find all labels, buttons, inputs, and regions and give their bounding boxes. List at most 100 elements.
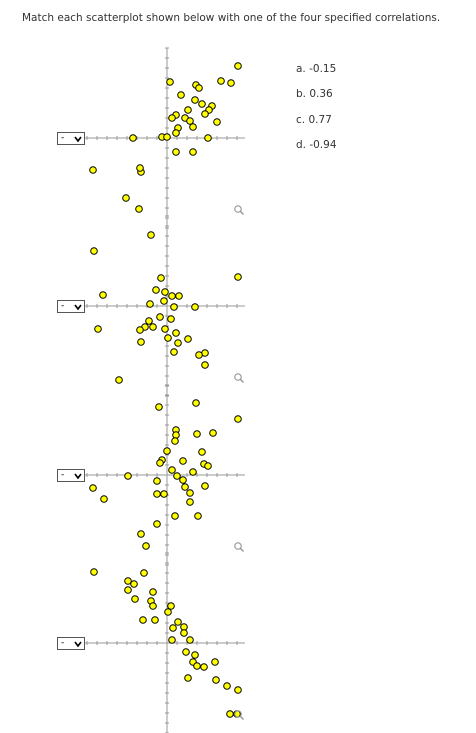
scatter-point: [156, 459, 164, 467]
dropdown-arrow: [74, 304, 82, 311]
scatter-point: [212, 676, 220, 684]
scatter-point: [191, 651, 199, 659]
scatter-point: [201, 361, 209, 369]
scatter-point: [213, 118, 221, 126]
scatter-point: [191, 303, 199, 311]
scatter-point: [161, 288, 169, 296]
scatter-point: [136, 326, 144, 334]
scatter-point: [115, 376, 123, 384]
scatter-point: [168, 466, 176, 474]
scatter-point: [129, 134, 137, 142]
scatter-point: [140, 569, 148, 577]
scatter-point: [153, 477, 161, 485]
scatter-point: [153, 490, 161, 498]
correlation-dropdown[interactable]: -: [57, 469, 85, 482]
scatter-point: [169, 624, 177, 632]
scatter-point: [189, 148, 197, 156]
scatter-point: [90, 568, 98, 576]
scatter-point: [147, 231, 155, 239]
scatter-point: [194, 512, 202, 520]
scatter-point: [172, 431, 180, 439]
zoom-handle: [239, 547, 245, 553]
scatter-point: [181, 483, 189, 491]
zoom-lens: [234, 542, 242, 550]
dropdown-arrow: [74, 473, 82, 480]
zoom-icon[interactable]: [234, 542, 245, 553]
scatter-point: [174, 339, 182, 347]
scatter-point: [124, 472, 132, 480]
scatter-point: [170, 303, 178, 311]
scatter-point: [223, 682, 231, 690]
correlation-option: a. -0.15: [296, 63, 337, 75]
correlation-dropdown[interactable]: -: [57, 637, 85, 650]
scatter-point: [168, 292, 176, 300]
scatter-point: [163, 133, 171, 141]
correlation-dropdown[interactable]: -: [57, 132, 85, 145]
scatter-point: [122, 194, 130, 202]
scatter-point: [90, 247, 98, 255]
scatter-point: [209, 429, 217, 437]
scatter-point: [167, 602, 175, 610]
dropdown-value: -: [61, 470, 65, 480]
scatter-point: [186, 117, 194, 125]
scatter-point: [137, 530, 145, 538]
scatter-point: [89, 166, 97, 174]
instruction: Match each scatterplot shown below with …: [22, 12, 441, 24]
scatter-point: [186, 498, 194, 506]
dropdown-value: -: [61, 638, 65, 648]
scatter-point: [152, 286, 160, 294]
scatter-point: [193, 662, 201, 670]
scatter-point: [130, 580, 138, 588]
scatter-point: [179, 457, 187, 465]
zoom-handle: [239, 210, 245, 216]
dropdown-arrow: [74, 136, 82, 143]
scatter-point: [131, 595, 139, 603]
scatter-point: [184, 674, 192, 682]
scatter-point: [142, 542, 150, 550]
scatter-point: [164, 334, 172, 342]
zoom-icon[interactable]: [234, 205, 245, 216]
scatter-point: [189, 123, 197, 131]
scatter-point: [163, 447, 171, 455]
zoom-handle: [239, 715, 245, 721]
scatter-point: [198, 100, 206, 108]
scatter-point: [160, 490, 168, 498]
scatter-point: [151, 616, 159, 624]
chevron: [74, 473, 82, 480]
scatter-point: [149, 588, 157, 596]
dropdown-value: -: [61, 301, 65, 311]
scatter-point: [227, 79, 235, 87]
zoom-icon[interactable]: [234, 710, 245, 721]
scatter-point: [211, 658, 219, 666]
scatter-point: [186, 489, 194, 497]
dropdown-arrow: [74, 641, 82, 648]
scatter-point: [149, 323, 157, 331]
scatter-point: [124, 586, 132, 594]
scatter-point: [195, 351, 203, 359]
scatter-point: [137, 338, 145, 346]
scatter-point: [177, 91, 185, 99]
scatter-point: [179, 476, 187, 484]
scatter-point: [184, 335, 192, 343]
scatter-point: [167, 315, 175, 323]
scatter-point: [191, 96, 199, 104]
scatter-point: [153, 520, 161, 528]
scatter-point: [234, 62, 242, 70]
correlation-dropdown[interactable]: -: [57, 300, 85, 313]
scatter-point: [156, 313, 164, 321]
scatter-point: [204, 462, 212, 470]
chevron: [74, 136, 82, 143]
scatter-point: [204, 134, 212, 142]
scatter-point: [124, 577, 132, 585]
scatter-point: [170, 348, 178, 356]
scatter-point: [139, 616, 147, 624]
scatter-point: [193, 430, 201, 438]
scatter-point: [174, 618, 182, 626]
scatter-point: [217, 77, 225, 85]
dropdown-value: -: [61, 133, 65, 143]
scatter-point: [173, 472, 181, 480]
zoom-lens: [234, 373, 242, 381]
zoom-icon[interactable]: [234, 373, 245, 384]
